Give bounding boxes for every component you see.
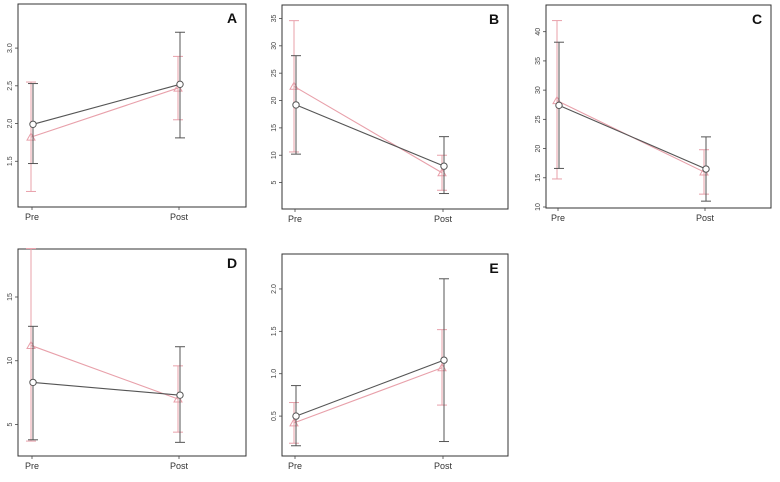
- series-line: [558, 104, 707, 170]
- series-line: [32, 381, 181, 396]
- y-tick-label: 30: [535, 86, 542, 94]
- y-tick-label: 2.0: [271, 284, 278, 294]
- y-tick-label: 40: [535, 28, 542, 36]
- panel-c: 10 15 20 25 30 35 40 Pre Post C: [535, 4, 772, 223]
- panel-letter-e: E: [489, 260, 498, 276]
- x-tick-label-post: Post: [170, 461, 189, 471]
- y-tick-label: 10: [271, 151, 278, 159]
- y-tick-label: 1.5: [271, 326, 278, 336]
- y-tick-label: 35: [535, 57, 542, 65]
- y-tick-label: 5: [7, 422, 14, 426]
- panel-e: 0.5 1.0 1.5 2.0 Pre Post E: [271, 253, 509, 471]
- y-tick-label: 10: [7, 357, 14, 365]
- y-tick-label: 35: [271, 14, 278, 22]
- circle-marker: [440, 356, 448, 364]
- y-tick-label: 1.0: [271, 369, 278, 379]
- y-tick-label: 10: [535, 203, 542, 211]
- series-line: [293, 85, 443, 174]
- y-tick-label: 0.5: [271, 411, 278, 421]
- y-tick-label: 2.0: [7, 119, 14, 129]
- circle-marker: [176, 80, 184, 89]
- x-tick-label-pre: Pre: [551, 213, 565, 223]
- panel-a: 1.5 2.0 2.5 3.0 Pre Post A: [7, 3, 247, 222]
- x-tick-label-post: Post: [696, 213, 715, 223]
- y-tick-label: 15: [271, 124, 278, 132]
- panel-frame: [17, 3, 247, 208]
- panel-b: 5 10 15 20 25 30 35 Pre Post B: [271, 4, 509, 224]
- y-tick-label: 2.5: [7, 81, 14, 91]
- series-line: [295, 359, 445, 417]
- y-tick-label: 20: [535, 145, 542, 153]
- series-line: [295, 104, 445, 167]
- series-line: [30, 344, 179, 400]
- panel-frame: [545, 4, 772, 209]
- panel-letter-d: D: [227, 255, 237, 271]
- circle-marker: [702, 165, 710, 173]
- circle-marker: [555, 101, 563, 110]
- panel-frame: [281, 253, 509, 457]
- x-tick-label-post: Post: [170, 212, 189, 222]
- panel-letter-b: B: [489, 11, 499, 27]
- circle-marker: [29, 120, 37, 129]
- y-tick-label: 20: [271, 97, 278, 105]
- x-tick-label-pre: Pre: [288, 214, 302, 224]
- y-tick-label: 25: [271, 69, 278, 77]
- panel-frame: [17, 248, 247, 457]
- panel-letter-c: C: [752, 11, 762, 27]
- y-tick-label: 30: [271, 42, 278, 50]
- y-tick-label: 5: [271, 181, 278, 185]
- circle-marker: [440, 162, 448, 170]
- series-line: [293, 367, 443, 424]
- x-tick-label-post: Post: [434, 461, 453, 471]
- x-tick-label-post: Post: [434, 214, 453, 224]
- x-tick-label-pre: Pre: [25, 461, 39, 471]
- y-tick-label: 25: [535, 115, 542, 123]
- circle-marker: [292, 412, 300, 420]
- y-tick-label: 15: [535, 174, 542, 182]
- y-tick-label: 15: [7, 293, 14, 301]
- x-tick-label-pre: Pre: [288, 461, 302, 471]
- circle-marker: [29, 378, 37, 387]
- series-line: [32, 83, 181, 125]
- series-line: [30, 87, 179, 138]
- panel-frame: [281, 4, 509, 210]
- y-tick-label: 1.5: [7, 156, 14, 166]
- panel-letter-a: A: [227, 10, 237, 26]
- circle-marker: [292, 101, 300, 109]
- panel-d: 5 10 15 Pre Post D: [7, 248, 247, 471]
- circle-marker: [176, 391, 184, 399]
- y-tick-label: 3.0: [7, 43, 14, 53]
- x-tick-label-pre: Pre: [25, 212, 39, 222]
